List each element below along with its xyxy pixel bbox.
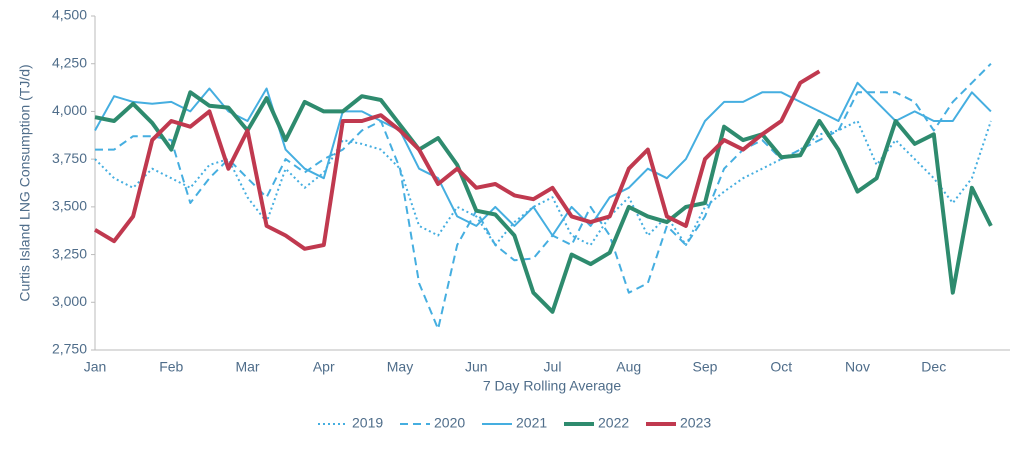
y-tick-label: 4,500 <box>52 7 87 23</box>
legend-label: 2019 <box>352 415 383 431</box>
series-line <box>93 69 821 251</box>
y-tick-label: 3,500 <box>52 198 87 214</box>
x-tick-label: Sep <box>693 359 718 375</box>
x-tick-label: May <box>387 359 413 375</box>
x-tick-label: Jul <box>544 359 562 375</box>
y-tick-label: 2,750 <box>52 341 87 357</box>
x-tick-label: Feb <box>159 359 183 375</box>
x-tick-label: Aug <box>616 359 641 375</box>
series-line <box>95 62 992 330</box>
x-tick-label: Apr <box>313 359 335 375</box>
x-tick-label: Nov <box>845 359 870 375</box>
x-tick-label: Mar <box>235 359 259 375</box>
series-line <box>94 81 992 237</box>
series-line <box>94 120 992 246</box>
legend-label: 2021 <box>516 415 547 431</box>
y-tick-label: 3,250 <box>52 245 87 261</box>
y-tick-label: 3,750 <box>52 150 87 166</box>
legend-label: 2020 <box>434 415 465 431</box>
x-tick-label: Jan <box>84 359 107 375</box>
x-tick-label: Oct <box>770 359 792 375</box>
y-axis-label: Curtis Island LNG Consumption (TJ/d) <box>17 64 33 301</box>
legend-label: 2023 <box>680 415 711 431</box>
y-tick-label: 3,000 <box>52 293 87 309</box>
y-tick-label: 4,250 <box>52 54 87 70</box>
x-tick-label: Jun <box>465 359 488 375</box>
y-tick-label: 4,000 <box>52 102 87 118</box>
legend-label: 2022 <box>598 415 629 431</box>
series-line <box>94 90 993 314</box>
x-axis-label: 7 Day Rolling Average <box>483 378 621 394</box>
x-tick-label: Dec <box>921 359 946 375</box>
